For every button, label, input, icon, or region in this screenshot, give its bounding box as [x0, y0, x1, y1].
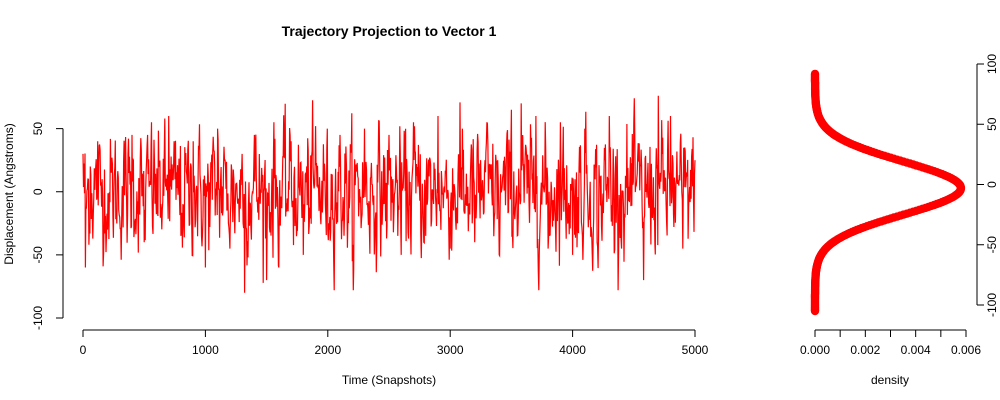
x-tick-label: 4000 — [559, 343, 586, 357]
x-tick-label: 0 — [80, 343, 87, 357]
density-x-tick-label: 0.004 — [901, 343, 931, 357]
density-x-tick-label: 0.002 — [850, 343, 880, 357]
y-tick-label: -50 — [31, 246, 45, 264]
displacement-series-line — [82, 95, 696, 293]
density-x-tick-label: 0.000 — [800, 343, 830, 357]
y-tick-label: 0 — [31, 188, 45, 195]
density-y-tick-label: -100 — [985, 293, 999, 317]
density-x-axis: 0.000 0.002 0.004 0.006 — [800, 329, 981, 357]
y-tick-label: -100 — [31, 306, 45, 330]
density-y-tick-label: 0 — [985, 181, 999, 188]
x-axis-label: Time (Snapshots) — [342, 373, 436, 387]
density-x-axis-label: density — [871, 373, 909, 387]
x-tick-label: 1000 — [192, 343, 219, 357]
time-series-panel: Trajectory Projection to Vector 1 Time (… — [2, 23, 709, 387]
y-tick-label: 50 — [31, 122, 45, 136]
chart-title: Trajectory Projection to Vector 1 — [282, 23, 497, 39]
x-axis: 0 1000 2000 3000 4000 5000 — [80, 329, 709, 357]
density-y-tick-label: 50 — [985, 117, 999, 131]
density-point — [810, 69, 820, 79]
y-axis-label: Displacement (Angstroms) — [2, 123, 16, 264]
density-y-tick-label: 100 — [985, 54, 999, 74]
x-tick-label: 3000 — [437, 343, 464, 357]
x-tick-label: 2000 — [314, 343, 341, 357]
density-x-tick-label: 0.006 — [951, 343, 981, 357]
density-curve — [810, 69, 966, 316]
density-y-tick-label: -50 — [985, 236, 999, 254]
density-panel: density 0.000 0.002 0.004 0.006 -100 -50 0 50 1… — [800, 54, 999, 387]
density-y-axis: -100 -50 0 50 100 — [976, 54, 999, 317]
x-tick-label: 5000 — [682, 343, 709, 357]
y-axis: -100 -50 0 50 — [31, 122, 64, 330]
